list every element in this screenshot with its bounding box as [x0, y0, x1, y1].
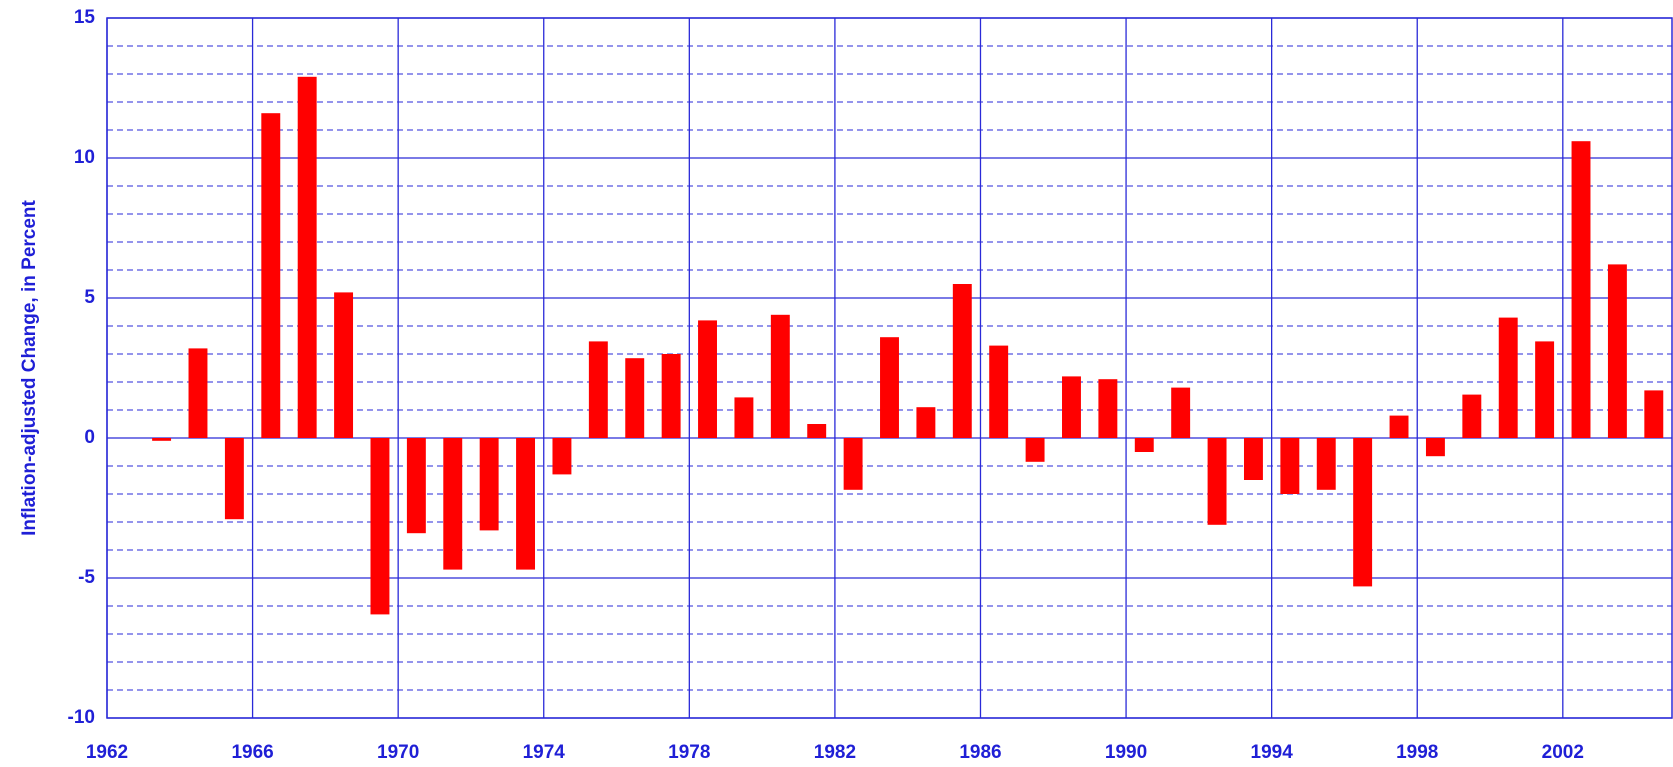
bar — [1280, 438, 1300, 494]
bar — [1462, 394, 1482, 438]
y-tick-label: 0 — [84, 427, 95, 448]
bar — [1098, 379, 1118, 438]
x-tick-label: 1986 — [959, 742, 1001, 763]
y-tick-label: -5 — [78, 567, 95, 588]
bar — [1607, 264, 1627, 438]
bar — [588, 341, 608, 438]
bar — [1644, 390, 1664, 438]
bar — [661, 354, 681, 438]
bar — [989, 345, 1009, 438]
bar — [916, 407, 936, 438]
bar — [443, 438, 463, 570]
bar — [224, 438, 244, 520]
x-tick-label: 1990 — [1105, 742, 1147, 763]
bar — [1571, 141, 1591, 438]
bar — [552, 438, 572, 475]
x-tick-label: 2002 — [1542, 742, 1584, 763]
bar — [770, 314, 790, 438]
bar — [261, 113, 281, 438]
x-tick-label: 1982 — [814, 742, 856, 763]
plot-frame — [106, 17, 1673, 719]
bar — [807, 424, 827, 438]
x-tick-label: 1962 — [86, 742, 128, 763]
bar — [297, 76, 317, 439]
bar — [1243, 438, 1263, 480]
bar — [479, 438, 499, 531]
y-tick-label: 5 — [84, 287, 95, 308]
x-tick-label: 1994 — [1251, 742, 1294, 763]
bar — [188, 348, 208, 438]
bar — [1353, 438, 1373, 587]
y-axis-label: Inflation-adjusted Change, in Percent — [19, 199, 40, 535]
bar — [880, 337, 899, 438]
bar — [1062, 376, 1081, 438]
x-tick-label: 1970 — [377, 742, 419, 763]
bar — [1498, 317, 1518, 438]
bar — [1171, 387, 1191, 438]
bar — [334, 292, 354, 438]
bar — [1316, 438, 1336, 490]
x-tick-label: 1966 — [231, 742, 273, 763]
bar — [843, 438, 863, 490]
y-tick-label: 15 — [74, 7, 96, 28]
bar — [1425, 438, 1445, 457]
bar — [952, 284, 972, 438]
x-tick-label: 1978 — [668, 742, 710, 763]
bar — [370, 438, 390, 615]
x-tick-label: 1998 — [1396, 742, 1438, 763]
y-tick-label: 10 — [74, 147, 95, 168]
bar — [1025, 438, 1045, 462]
bar — [516, 438, 536, 570]
bar — [1134, 438, 1154, 452]
bar — [152, 438, 172, 441]
bar — [698, 320, 717, 438]
bar — [1207, 438, 1227, 525]
y-tick-label: -10 — [68, 707, 95, 728]
bar — [625, 358, 645, 438]
bar — [1389, 415, 1409, 438]
bar — [406, 438, 426, 534]
x-tick-label: 1974 — [523, 742, 566, 763]
bar — [734, 397, 754, 438]
bar — [1535, 341, 1555, 438]
